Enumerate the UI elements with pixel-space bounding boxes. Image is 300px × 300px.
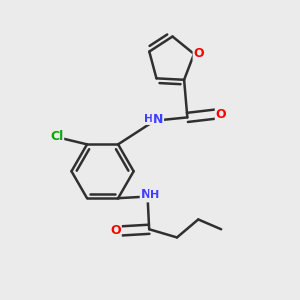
Text: O: O [216, 108, 226, 121]
Text: O: O [194, 47, 204, 60]
Text: N: N [153, 112, 163, 125]
Text: O: O [110, 224, 121, 237]
Text: H: H [150, 190, 159, 200]
Text: H: H [144, 114, 153, 124]
Text: N: N [141, 188, 151, 201]
Text: Cl: Cl [50, 130, 63, 143]
